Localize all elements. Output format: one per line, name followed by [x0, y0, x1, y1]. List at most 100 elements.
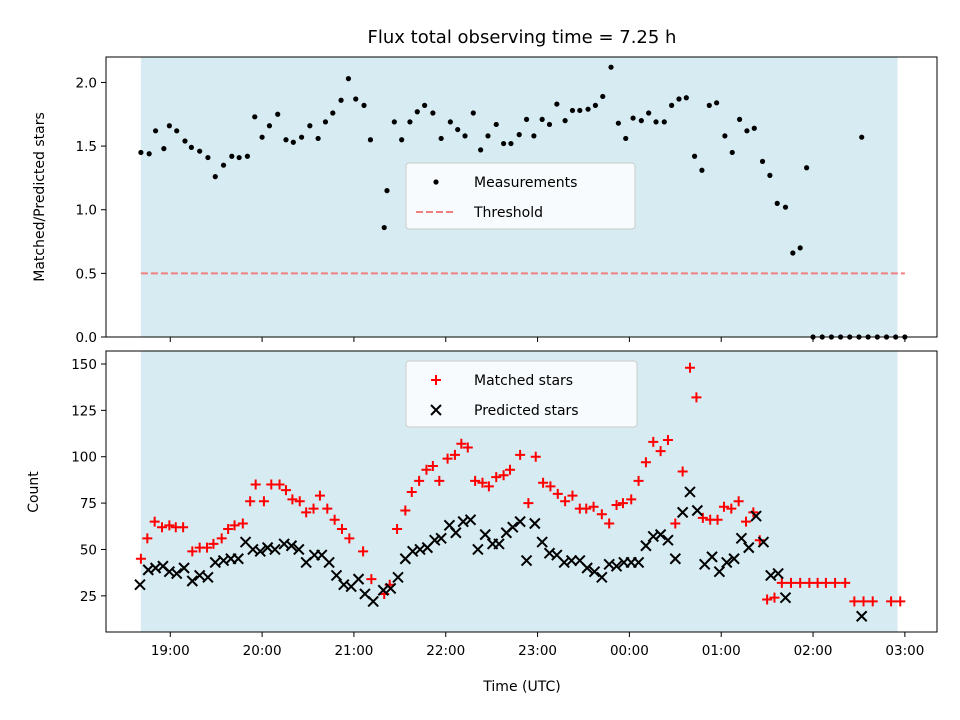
data-point — [632, 556, 645, 569]
data-point — [669, 102, 675, 108]
data-point — [427, 460, 438, 471]
data-point — [322, 503, 333, 514]
data-point — [684, 486, 696, 498]
x-tick-label: 22:00 — [426, 643, 465, 659]
data-point — [697, 512, 708, 523]
data-point — [280, 485, 291, 496]
x-tick-label: 01:00 — [702, 643, 741, 659]
data-point — [244, 153, 251, 159]
data-point — [759, 158, 766, 164]
data-point — [683, 95, 689, 101]
data-point — [384, 188, 390, 194]
data-point — [285, 540, 298, 552]
data-point — [361, 102, 367, 108]
x-tick-label: 20:00 — [243, 643, 282, 659]
data-point — [252, 114, 258, 120]
data-point — [367, 137, 374, 143]
data-point — [322, 119, 329, 125]
data-point — [275, 111, 281, 117]
data-point — [515, 449, 526, 460]
data-point — [769, 592, 780, 603]
data-point — [630, 115, 636, 121]
data-point — [330, 569, 343, 582]
data-point — [477, 477, 488, 488]
bottom-panel-counts: 25 50 75 100 125 150 19:00 20:00 21:00 22:00 23:00… — [71, 350, 938, 659]
data-point — [315, 135, 321, 142]
data-point — [565, 554, 578, 567]
data-point — [539, 116, 545, 122]
bottom-series-0 — [135, 362, 906, 607]
data-point — [434, 475, 445, 486]
data-point — [134, 578, 146, 591]
data-point — [421, 464, 432, 475]
bottom-y-tick-label: 100 — [71, 450, 97, 466]
data-point — [367, 595, 379, 608]
x-tick-label: 02:00 — [794, 643, 833, 659]
data-point — [886, 596, 897, 607]
data-point — [790, 250, 796, 256]
data-point — [895, 596, 906, 607]
data-point — [552, 488, 563, 499]
data-point — [569, 107, 576, 114]
top-legend: Measurements Threshold — [405, 162, 636, 230]
data-point — [338, 97, 344, 103]
data-point — [182, 138, 188, 144]
data-point — [762, 594, 773, 605]
data-point — [536, 536, 548, 548]
data-point — [677, 466, 688, 477]
data-point — [691, 153, 698, 159]
data-point — [414, 475, 425, 486]
data-point — [588, 566, 601, 578]
data-point — [391, 119, 397, 125]
data-point — [733, 496, 744, 507]
data-point — [729, 149, 735, 156]
data-point — [741, 516, 752, 527]
data-point — [676, 96, 682, 102]
data-point — [662, 435, 673, 446]
data-point — [344, 533, 355, 544]
data-point — [422, 102, 428, 108]
data-point — [743, 541, 755, 554]
data-point — [400, 505, 411, 516]
data-point — [254, 545, 266, 558]
data-point — [744, 128, 750, 134]
data-point — [205, 154, 211, 161]
data-point — [290, 139, 296, 145]
data-point — [706, 102, 712, 108]
data-point — [353, 96, 359, 102]
data-point — [530, 451, 541, 462]
data-point — [676, 506, 689, 519]
data-point — [699, 167, 705, 173]
data-point — [691, 504, 704, 517]
data-point — [429, 534, 441, 546]
data-point — [623, 135, 629, 142]
data-point — [508, 140, 514, 147]
data-point — [754, 535, 765, 546]
data-point — [149, 516, 160, 527]
top-y-axis-label: Matched/Predicted stars — [32, 112, 48, 282]
data-point — [772, 567, 784, 580]
data-point — [229, 520, 240, 531]
data-point — [294, 496, 305, 507]
data-point — [713, 566, 726, 578]
data-point — [164, 520, 175, 531]
data-point — [485, 133, 491, 139]
data-point — [545, 481, 556, 492]
data-point — [462, 133, 468, 139]
data-point — [407, 119, 413, 125]
data-point — [776, 577, 787, 588]
data-point — [358, 546, 369, 557]
data-point — [520, 554, 533, 567]
data-point — [610, 560, 623, 572]
data-point — [157, 522, 168, 533]
data-point — [736, 116, 743, 122]
legend-label: Measurements — [474, 175, 577, 191]
legend-label: Matched stars — [474, 373, 573, 389]
data-point — [483, 481, 494, 492]
data-point — [493, 121, 499, 128]
data-point — [266, 123, 273, 129]
data-point — [293, 543, 305, 556]
data-point — [142, 533, 153, 544]
data-point — [523, 498, 534, 509]
